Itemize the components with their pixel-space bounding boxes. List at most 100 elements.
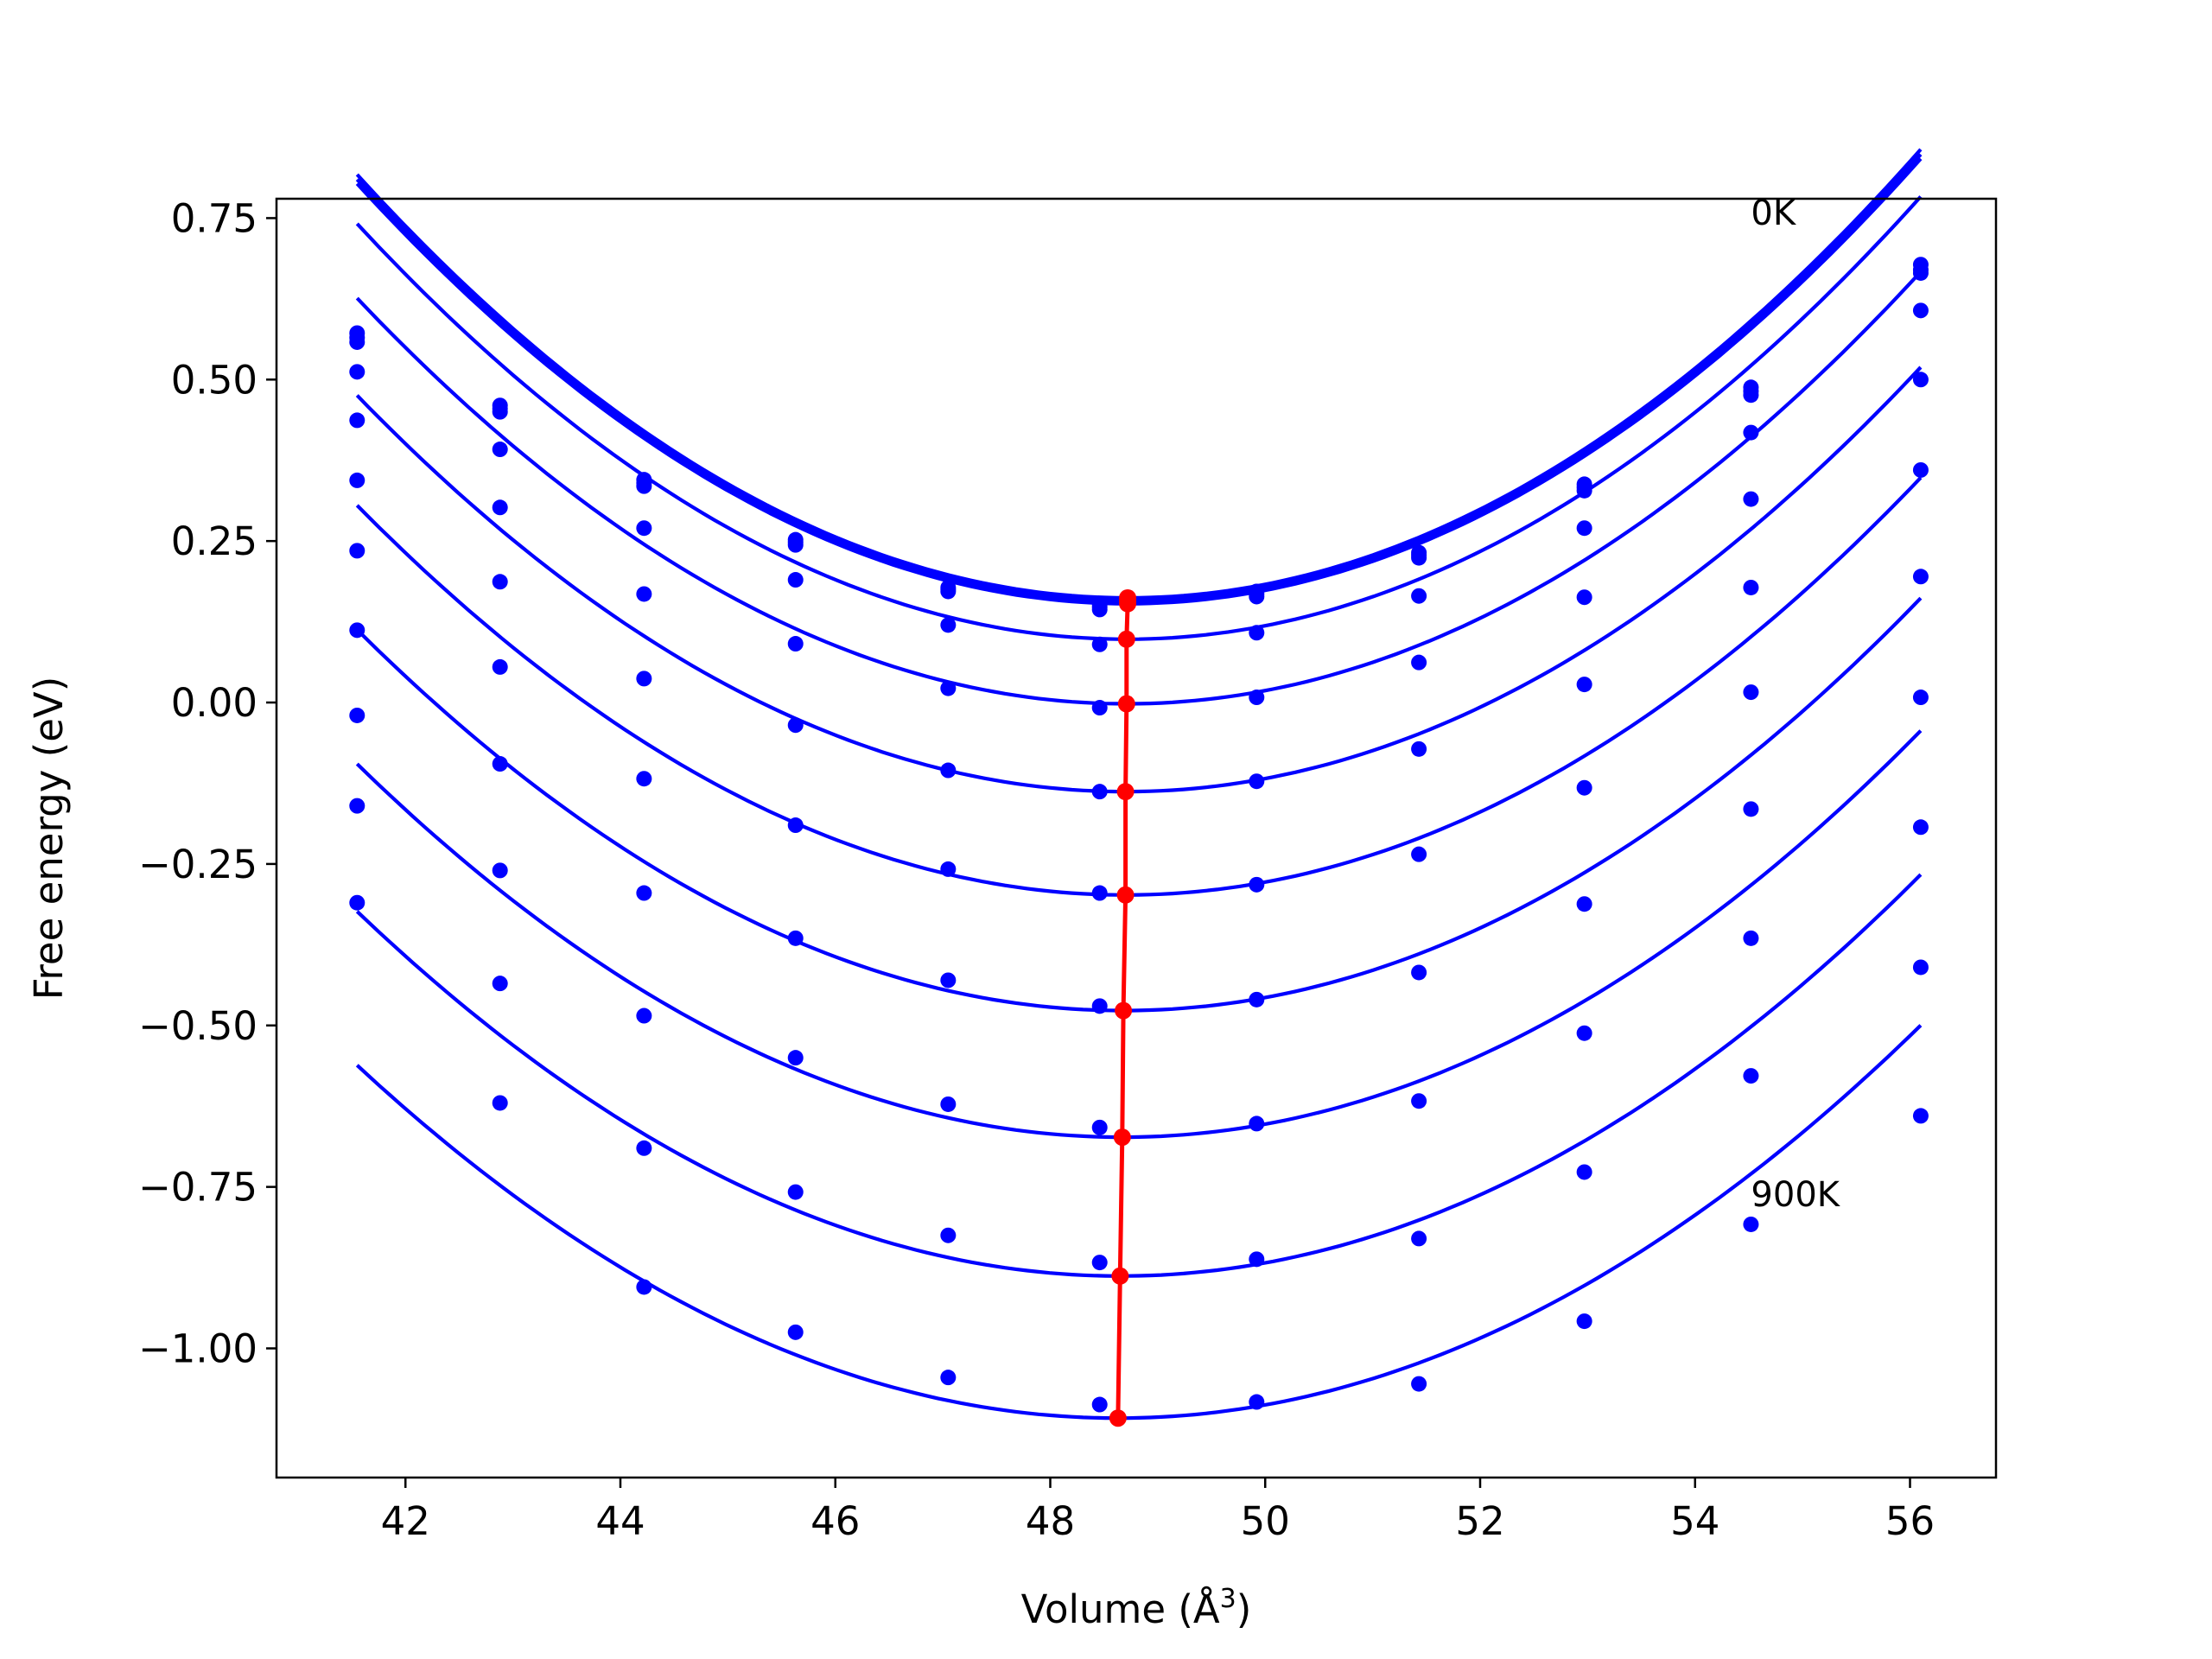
data-point bbox=[636, 520, 652, 537]
data-point bbox=[1912, 372, 1929, 388]
data-point bbox=[1249, 876, 1265, 893]
data-point bbox=[1743, 930, 1759, 946]
data-point bbox=[1576, 1164, 1592, 1180]
data-point bbox=[1091, 885, 1108, 901]
annotation-label: 900K bbox=[1751, 1175, 1840, 1215]
minimum-point bbox=[1111, 1267, 1129, 1285]
data-point bbox=[636, 885, 652, 901]
data-point bbox=[1743, 1216, 1759, 1232]
data-point bbox=[636, 771, 652, 787]
data-point bbox=[636, 1140, 652, 1156]
data-point bbox=[1411, 846, 1427, 862]
data-point bbox=[1912, 690, 1929, 706]
data-point bbox=[492, 862, 508, 879]
plot-frame bbox=[275, 197, 1998, 1479]
data-point bbox=[787, 1050, 804, 1066]
x-tick-label: 50 bbox=[1241, 1498, 1290, 1544]
data-point bbox=[1743, 801, 1759, 817]
y-tick-label: 0.75 bbox=[171, 195, 257, 241]
data-point bbox=[492, 404, 508, 420]
data-points bbox=[349, 257, 1929, 1413]
data-point bbox=[492, 658, 508, 675]
minimum-point bbox=[1113, 1128, 1131, 1147]
x-tick-label: 46 bbox=[810, 1498, 860, 1544]
data-point bbox=[1249, 773, 1265, 790]
data-point bbox=[1411, 588, 1427, 604]
data-point bbox=[636, 1279, 652, 1295]
data-point bbox=[1091, 700, 1108, 716]
fit-curve-7 bbox=[355, 596, 1923, 1013]
minimum-point bbox=[1117, 630, 1135, 648]
minimum-point bbox=[1115, 1001, 1133, 1020]
data-point bbox=[1912, 461, 1929, 478]
data-point bbox=[1576, 779, 1592, 796]
y-tick-label: −0.25 bbox=[138, 842, 257, 887]
data-point bbox=[1249, 690, 1265, 706]
data-point bbox=[349, 364, 365, 380]
data-point bbox=[349, 543, 365, 559]
data-point bbox=[1743, 1068, 1759, 1084]
data-point bbox=[349, 798, 365, 814]
data-point bbox=[1576, 896, 1592, 912]
fit-curve-0 bbox=[355, 148, 1923, 601]
data-point bbox=[1576, 1313, 1592, 1330]
fit-curve-6 bbox=[355, 476, 1923, 897]
data-point bbox=[1091, 998, 1108, 1014]
data-point bbox=[940, 583, 957, 600]
data-point bbox=[1912, 302, 1929, 319]
data-point bbox=[787, 1184, 804, 1200]
minima-line bbox=[1109, 588, 1137, 1427]
fit-curve-1 bbox=[355, 153, 1923, 603]
data-point bbox=[1411, 550, 1427, 566]
minimum-point bbox=[1117, 695, 1135, 713]
data-point bbox=[787, 537, 804, 553]
y-tick-label: 0.25 bbox=[171, 518, 257, 564]
data-point bbox=[1743, 387, 1759, 404]
data-point bbox=[349, 412, 365, 429]
annotation-label: 0K bbox=[1751, 194, 1796, 233]
data-point bbox=[349, 334, 365, 350]
data-point bbox=[1743, 684, 1759, 701]
minimum-point bbox=[1116, 783, 1135, 801]
y-tick-label: 0.50 bbox=[171, 357, 257, 403]
data-point bbox=[1091, 601, 1108, 618]
data-point bbox=[1411, 964, 1427, 981]
minimum-point bbox=[1119, 594, 1137, 613]
data-point bbox=[1411, 654, 1427, 671]
data-point bbox=[1576, 482, 1592, 499]
x-tick-label: 42 bbox=[381, 1498, 430, 1544]
data-point bbox=[787, 817, 804, 834]
data-point bbox=[349, 707, 365, 723]
data-point bbox=[636, 671, 652, 687]
data-point bbox=[940, 1370, 957, 1386]
data-point bbox=[492, 976, 508, 992]
data-point bbox=[1249, 1394, 1265, 1410]
fit-curve-3 bbox=[355, 195, 1923, 641]
data-point bbox=[636, 1007, 652, 1024]
data-point bbox=[1912, 569, 1929, 585]
data-point bbox=[1912, 819, 1929, 836]
x-axis-label: Volume (Å3) bbox=[1021, 1584, 1252, 1632]
data-point bbox=[787, 717, 804, 734]
x-tick-label: 52 bbox=[1455, 1498, 1504, 1544]
data-point bbox=[636, 586, 652, 602]
fit-curve-4 bbox=[355, 270, 1923, 706]
x-tick-label: 56 bbox=[1885, 1498, 1935, 1544]
data-point bbox=[940, 1227, 957, 1243]
minimum-point bbox=[1109, 1409, 1127, 1427]
fit-curve-2 bbox=[355, 157, 1923, 606]
data-point bbox=[1091, 784, 1108, 800]
data-point bbox=[1411, 1230, 1427, 1247]
data-point bbox=[787, 930, 804, 946]
fit-curve-9 bbox=[355, 873, 1923, 1278]
annotations: 0K 900K bbox=[1751, 194, 1840, 1215]
fit-curve-8 bbox=[355, 729, 1923, 1140]
x-axis-label-superscript: 3 bbox=[1220, 1584, 1236, 1614]
data-point bbox=[1411, 741, 1427, 757]
data-point bbox=[349, 622, 365, 639]
data-point bbox=[1091, 1119, 1108, 1135]
data-point bbox=[940, 680, 957, 696]
data-point bbox=[1091, 636, 1108, 652]
